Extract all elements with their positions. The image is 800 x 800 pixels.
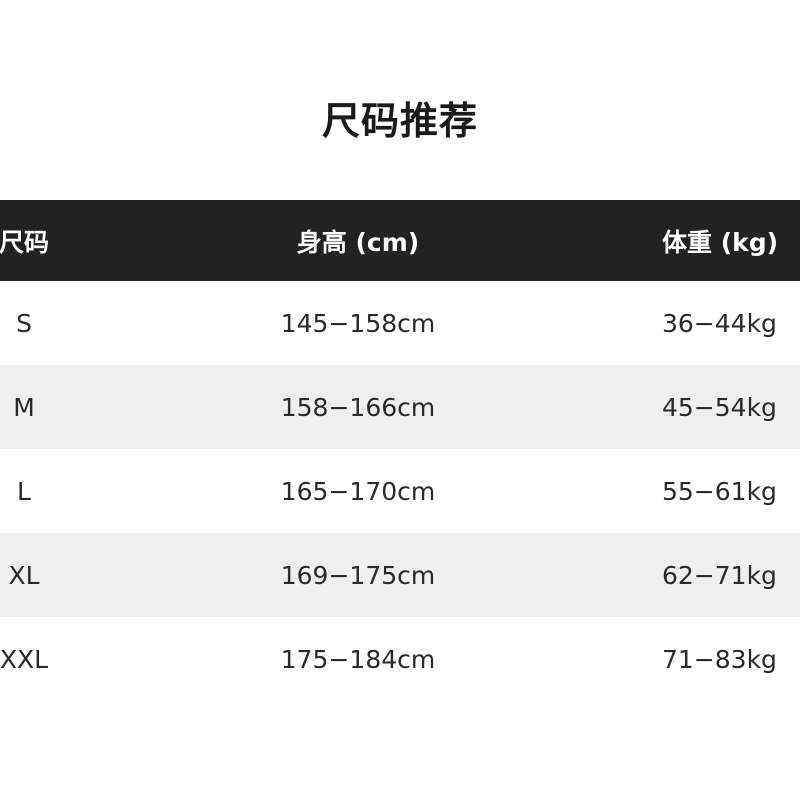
height-cell: 165−170cm <box>280 476 436 506</box>
weight-cell: 36−44kg <box>662 308 777 338</box>
size-cell: S <box>16 308 32 338</box>
weight-cell: 71−83kg <box>662 644 777 674</box>
size-cell: XXL <box>0 644 49 674</box>
table-header: 尺码 身高 (cm) 体重 (kg) <box>0 200 800 281</box>
table-row: XXL 175−184cm 71−83kg <box>0 617 800 701</box>
weight-cell: 62−71kg <box>662 560 777 590</box>
header-size: 尺码 <box>0 227 49 257</box>
height-cell: 175−184cm <box>280 644 436 674</box>
header-height: 身高 (cm) <box>296 227 420 257</box>
height-cell: 169−175cm <box>280 560 436 590</box>
header-weight: 体重 (kg) <box>662 227 779 257</box>
table-row: L 165−170cm 55−61kg <box>0 449 800 533</box>
weight-cell: 55−61kg <box>662 476 777 506</box>
size-cell: M <box>13 392 35 422</box>
size-cell: L <box>17 476 31 506</box>
height-cell: 158−166cm <box>280 392 436 422</box>
height-cell: 145−158cm <box>280 308 436 338</box>
table-row: M 158−166cm 45−54kg <box>0 365 800 449</box>
table-row: S 145−158cm 36−44kg <box>0 281 800 365</box>
weight-cell: 45−54kg <box>662 392 777 422</box>
page-title: 尺码推荐 <box>321 99 478 143</box>
size-cell: XL <box>8 560 40 590</box>
table-row: XL 169−175cm 62−71kg <box>0 533 800 617</box>
